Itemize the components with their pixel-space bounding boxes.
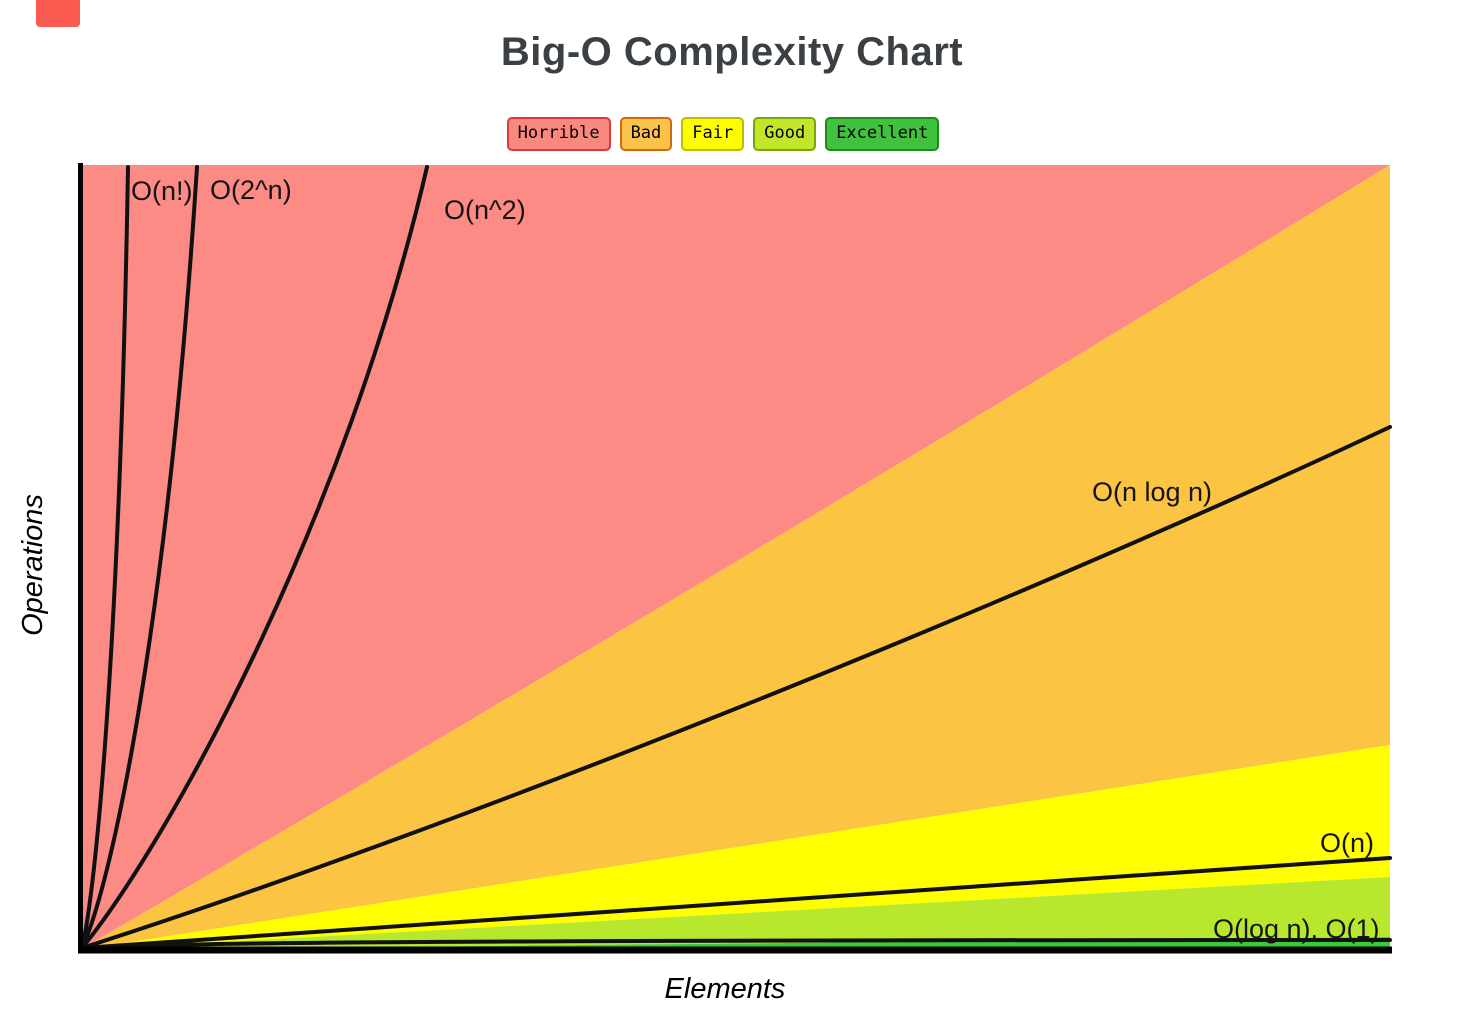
x-axis-title: Elements — [665, 973, 786, 1005]
label-o-log-n-o-1: O(log n), O(1) — [1213, 914, 1380, 944]
region-horrible — [80, 165, 1390, 950]
chart-axes — [78, 163, 1392, 954]
label-o-exponential: O(2^n) — [210, 175, 292, 205]
region-good — [80, 877, 1390, 950]
curve-labels: O(n!) O(2^n) O(n^2) O(n log n) O(n) O(lo… — [131, 175, 1380, 944]
curve-o-linear — [80, 856, 1392, 950]
curve-o-exponential — [80, 165, 199, 950]
chart-regions — [80, 165, 1390, 952]
region-fair — [80, 745, 1390, 950]
top-left-red-artifact — [36, 0, 80, 27]
curve-o-quadratic — [80, 165, 429, 950]
label-o-factorial: O(n!) — [131, 176, 193, 206]
curve-o-n-log-n — [80, 425, 1392, 950]
legend-badge-good: Good — [753, 117, 817, 151]
label-o-linear: O(n) — [1320, 828, 1374, 858]
y-axis-title: Operations — [17, 494, 49, 636]
label-o-n-log-n: O(n log n) — [1092, 477, 1212, 507]
legend-badge-horrible: Horrible — [506, 117, 611, 151]
curve-o-log-n — [80, 938, 1392, 950]
label-o-quadratic: O(n^2) — [444, 195, 526, 225]
legend-badge-fair: Fair — [681, 117, 745, 151]
page-title: Big-O Complexity Chart — [500, 30, 964, 74]
legend-badge-excellent: Excellent — [825, 117, 940, 151]
legend: Horrible Bad Fair Good Excellent — [0, 117, 1455, 151]
region-bad — [80, 165, 1390, 950]
axis-titles: Operations Elements — [17, 494, 785, 1005]
curve-o-factorial — [80, 165, 130, 950]
legend-badge-bad: Bad — [619, 117, 673, 151]
